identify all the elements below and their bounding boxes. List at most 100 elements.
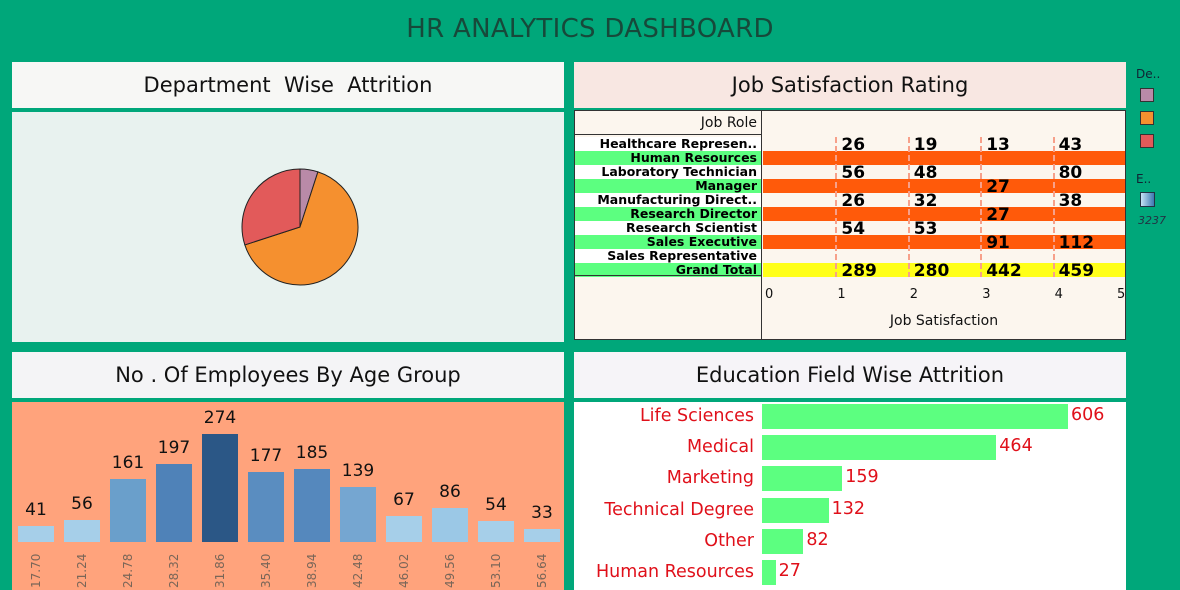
department-attrition-header: Department Wise Attrition (12, 62, 564, 108)
job-role-label: Sales Executive (575, 235, 761, 249)
job-satisfaction-row[interactable]: Manager 27 (575, 177, 1125, 197)
job-satisfaction-value: 27 (986, 177, 1010, 197)
legend-swatch-2[interactable] (1140, 111, 1154, 125)
job-satisfaction-value: 38 (1058, 191, 1083, 211)
age-bar[interactable] (294, 469, 330, 542)
age-bar[interactable] (248, 472, 284, 542)
age-bar-label: 177 (249, 446, 283, 467)
education-bar[interactable] (762, 404, 1068, 429)
job-satisfaction-value: 48 (913, 163, 938, 183)
job-satisfaction-value: 54 (841, 219, 866, 239)
job-satisfaction-bar (763, 207, 1125, 221)
job-satisfaction-bar (763, 151, 1125, 165)
job-satisfaction-value: 26 (841, 191, 866, 211)
age-bar[interactable] (524, 528, 560, 542)
job-satisfaction-value: 56 (841, 163, 866, 183)
legend-swatch-1[interactable] (1140, 88, 1154, 102)
age-x-tick: 46.02 (397, 553, 411, 588)
job-satisfaction-marker (835, 137, 838, 277)
job-satisfaction-row[interactable]: Sales Representative (575, 249, 1125, 263)
age-bar-label: 139 (341, 461, 375, 482)
job-role-label: Healthcare Represen.. (575, 137, 761, 151)
age-bar[interactable] (386, 515, 422, 542)
department-attrition-chart (12, 112, 564, 342)
education-bar[interactable] (762, 435, 997, 461)
job-satisfaction-value: 459 (1058, 261, 1095, 281)
row-header-divider (761, 111, 762, 339)
job-satisfaction-bar (763, 165, 1125, 179)
job-satisfaction-value: 32 (913, 191, 938, 211)
job-satisfaction-row[interactable]: Grand Total 289 280 442 459 (575, 261, 1125, 281)
age-bar-label: 54 (485, 494, 507, 515)
age-bar[interactable] (64, 519, 100, 542)
education-attrition-chart: Life Sciences 606 Medical 464 Marketing 159 Te… (574, 402, 1126, 590)
job-satisfaction-row[interactable]: Research Scientist 54 53 (575, 219, 1125, 239)
age-x-tick: 35.40 (259, 553, 273, 588)
department-attrition-title: Department Wise Attrition (143, 73, 433, 97)
job-satisfaction-row[interactable]: Healthcare Represen.. 26 19 13 43 (575, 135, 1125, 155)
job-satisfaction-x-tick: 0 (765, 287, 774, 302)
job-satisfaction-bar (763, 249, 1125, 263)
age-x-tick: 17.70 (29, 553, 43, 588)
education-bar[interactable] (762, 497, 829, 523)
education-field-label: Life Sciences (639, 406, 754, 426)
age-bar[interactable] (432, 508, 468, 542)
age-x-tick: 56.64 (535, 553, 549, 588)
legend-swatch-3[interactable] (1140, 134, 1154, 148)
job-satisfaction-bar (763, 193, 1125, 207)
job-satisfaction-value: 280 (913, 261, 950, 281)
education-field-label: Marketing (666, 468, 754, 489)
education-bar[interactable] (762, 528, 804, 554)
department-legend-title: De.. (1136, 67, 1161, 81)
job-satisfaction-marker (907, 137, 910, 277)
education-bar-value: 132 (831, 498, 866, 519)
table-divider (575, 275, 761, 276)
age-bar[interactable] (156, 464, 192, 542)
age-bar[interactable] (478, 520, 514, 542)
job-satisfaction-row[interactable]: Human Resources (575, 151, 1125, 165)
education-bar-value: 606 (1071, 405, 1105, 425)
job-satisfaction-value: 43 (1058, 135, 1083, 155)
age-bar[interactable] (202, 434, 238, 542)
job-satisfaction-x-tick: 3 (982, 287, 991, 302)
job-satisfaction-bar (763, 179, 1125, 193)
job-satisfaction-row[interactable]: Laboratory Technician 56 48 80 (575, 163, 1125, 183)
job-role-label: Research Director (575, 207, 761, 221)
job-satisfaction-value: 91 (986, 233, 1010, 253)
education-field-label: Technical Degree (604, 499, 754, 520)
education-field-label: Human Resources (595, 562, 754, 582)
job-satisfaction-row[interactable]: Manufacturing Direct.. 26 32 38 (575, 191, 1125, 211)
job-satisfaction-bar (763, 235, 1125, 249)
age-bar[interactable] (110, 478, 146, 542)
job-role-label: Human Resources (575, 151, 761, 165)
age-bar-label: 197 (157, 438, 191, 459)
dashboard-title: HR ANALYTICS DASHBOARD (406, 14, 774, 44)
job-satisfaction-value: 19 (913, 135, 938, 155)
age-bar-label: 41 (25, 499, 47, 520)
education-legend-title: E.. (1136, 172, 1152, 186)
education-bar[interactable] (762, 560, 776, 585)
age-bar-label: 33 (531, 502, 553, 523)
education-legend-gradient (1140, 192, 1155, 207)
job-role-label: Manufacturing Direct.. (575, 193, 761, 207)
job-satisfaction-bar (763, 221, 1125, 235)
age-x-tick: 53.10 (489, 553, 503, 588)
job-satisfaction-value: 442 (986, 261, 1022, 281)
pie-slice-3[interactable] (241, 168, 301, 246)
job-role-label: Grand Total (575, 263, 761, 277)
job-satisfaction-title: Job Satisfaction Rating (731, 73, 969, 97)
job-satisfaction-row[interactable]: Sales Executive 91 112 (575, 233, 1125, 253)
education-bar[interactable] (762, 466, 843, 492)
job-satisfaction-row[interactable]: Research Director 27 (575, 207, 1125, 224)
job-satisfaction-header: Job Satisfaction Rating (574, 62, 1126, 108)
job-satisfaction-marker (980, 137, 983, 277)
job-satisfaction-axis-title: Job Satisfaction (889, 313, 999, 329)
age-bar[interactable] (340, 487, 376, 542)
pie-slice-2[interactable] (244, 171, 359, 286)
job-satisfaction-x-tick: 5 (1117, 287, 1126, 302)
age-x-tick: 24.78 (121, 553, 135, 588)
pie-chart (241, 168, 359, 286)
age-x-tick: 31.86 (213, 553, 227, 588)
age-x-tick: 21.24 (75, 553, 89, 588)
age-bar[interactable] (18, 525, 54, 542)
